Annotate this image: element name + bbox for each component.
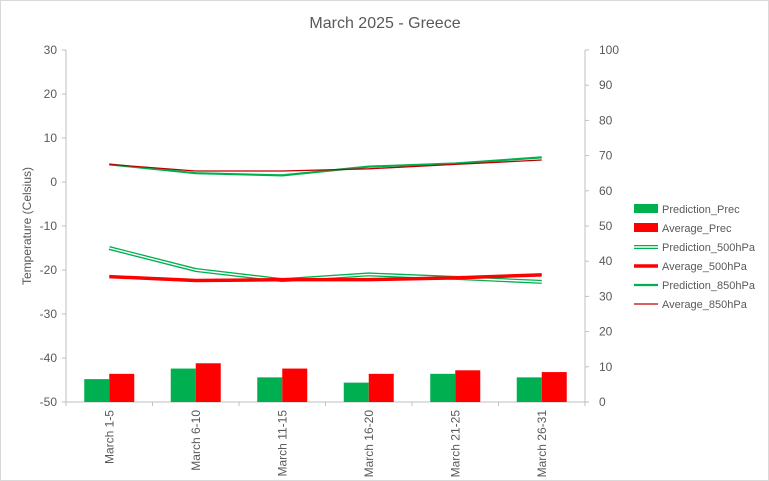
bar-average-prec: [195, 363, 221, 402]
x-tick-label: March 1-5: [102, 410, 116, 464]
y-tick-label: -50: [40, 395, 58, 409]
line-average-850hpa: [109, 159, 542, 172]
y2-tick-label: 70: [599, 149, 613, 163]
bar-prediction-prec: [84, 379, 110, 402]
x-tick-label: March 11-15: [275, 410, 289, 477]
y-tick-label: 0: [50, 175, 57, 189]
bar-average-prec: [109, 373, 135, 402]
y-tick-label: -20: [40, 263, 58, 277]
bar-average-prec: [455, 370, 481, 402]
y2-tick-label: 50: [599, 219, 613, 233]
y2-tick-label: 100: [599, 43, 619, 57]
bar-prediction-prec: [343, 382, 369, 402]
x-tick-label: March 26-31: [535, 410, 549, 478]
bar-average-prec: [282, 368, 308, 402]
y-tick-label: 10: [44, 131, 58, 145]
x-tick-label: March 21-25: [448, 410, 462, 478]
x-tick-label: March 6-10: [189, 410, 203, 471]
legend-swatch-prediction-prec: [634, 204, 658, 213]
bar-prediction-prec: [516, 377, 542, 402]
line-average-500hpa: [109, 273, 542, 283]
y2-tick-label: 10: [599, 360, 613, 374]
y2-tick-label: 40: [599, 254, 613, 268]
bar-prediction-prec: [257, 377, 283, 402]
y-tick-label: 30: [44, 43, 58, 57]
y2-tick-label: 30: [599, 289, 613, 303]
legend-label-average-500hpa: Average_500hPa: [662, 261, 748, 273]
legend-label-prediction-850hpa: Prediction_850hPa: [662, 280, 756, 292]
y-axis-label: Temperature (Celsius): [20, 167, 34, 285]
y2-tick-label: 20: [599, 325, 613, 339]
legend-label-average-prec: Average_Prec: [662, 223, 732, 235]
y-tick-label: -30: [40, 307, 58, 321]
y2-tick-label: 80: [599, 113, 613, 127]
bar-prediction-prec: [430, 373, 456, 402]
legend-label-average-850hpa: Average_850hPa: [662, 299, 748, 311]
y2-tick-label: 0: [599, 395, 606, 409]
plot-area: 3020100-10-20-30-40-50100908070605040302…: [40, 43, 620, 477]
legend-label-prediction-500hpa: Prediction_500hPa: [662, 242, 756, 254]
y-tick-label: -10: [40, 219, 58, 233]
y-tick-label: -40: [40, 351, 58, 365]
bar-average-prec: [541, 372, 567, 402]
chart-title: March 2025 - Greece: [309, 15, 460, 32]
y2-tick-label: 60: [599, 184, 613, 198]
y-tick-label: 20: [44, 87, 58, 101]
legend: Prediction_Prec Average_Prec Prediction_50…: [634, 204, 756, 311]
bar-prediction-prec: [170, 368, 196, 402]
bar-average-prec: [368, 373, 394, 402]
line-prediction-850hpa: [109, 156, 542, 177]
y2-tick-label: 90: [599, 78, 613, 92]
legend-label-prediction-prec: Prediction_Prec: [662, 204, 740, 216]
x-tick-label: March 16-20: [362, 410, 376, 478]
legend-swatch-average-prec: [634, 223, 658, 232]
